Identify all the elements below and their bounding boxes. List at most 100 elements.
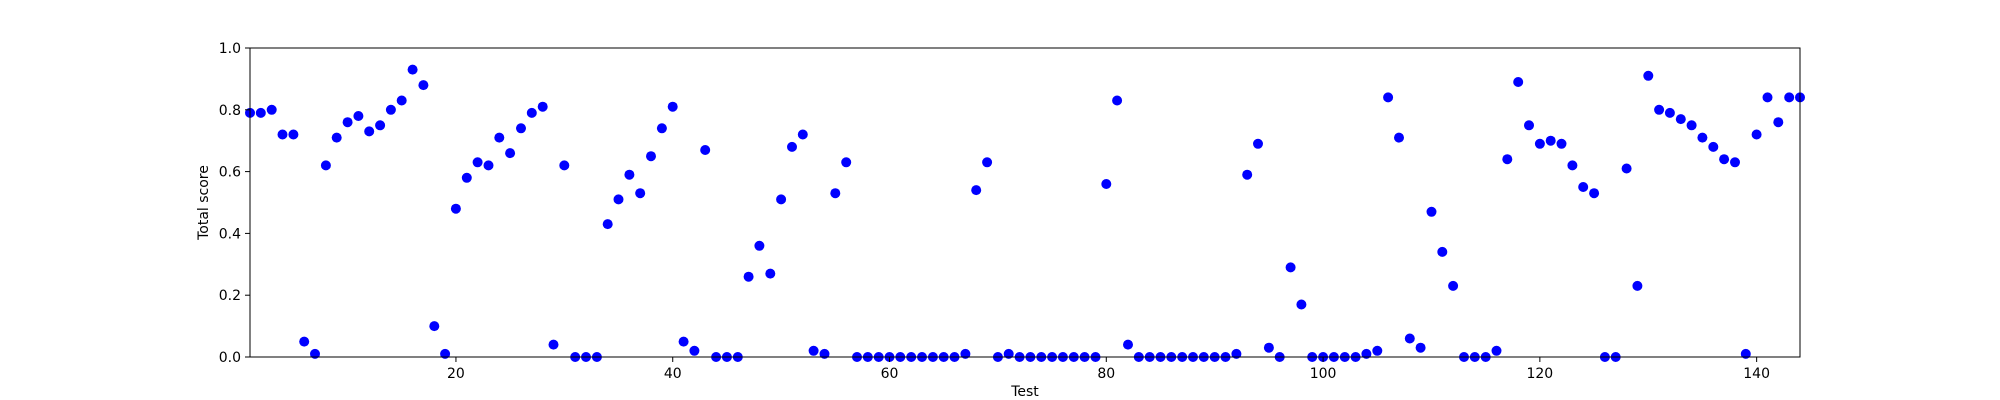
- data-point: [689, 345, 700, 356]
- data-point: [472, 157, 483, 168]
- data-point: [1621, 163, 1632, 174]
- data-point: [516, 123, 526, 134]
- data-point: [1578, 182, 1589, 192]
- data-point: [396, 95, 407, 106]
- data-point: [364, 126, 375, 137]
- data-point: [765, 268, 776, 279]
- data-point: [667, 101, 678, 112]
- x-tick-label: 40: [664, 366, 682, 382]
- x-tick-label: 80: [1097, 366, 1115, 382]
- data-point: [1253, 138, 1263, 149]
- data-point: [1654, 104, 1665, 115]
- data-point: [418, 80, 429, 91]
- data-point: [1404, 333, 1415, 344]
- x-axis-ticks: 20 40 60 80 100 120 140: [447, 357, 1770, 382]
- data-point: [960, 348, 971, 359]
- data-point: [1426, 206, 1437, 217]
- data-point: [299, 336, 310, 347]
- x-axis-label: Test: [1010, 384, 1039, 400]
- data-point: [255, 107, 266, 118]
- data-point: [1513, 77, 1524, 87]
- data-point: [494, 132, 505, 143]
- data-point: [483, 160, 494, 171]
- data-point: [407, 64, 418, 75]
- y-tick-label: 0.8: [219, 103, 241, 119]
- data-point: [342, 117, 353, 128]
- data-point: [613, 194, 624, 205]
- x-tick-label: 140: [1743, 366, 1770, 382]
- data-point: [537, 101, 548, 112]
- x-tick-label: 20: [447, 366, 465, 382]
- data-point: [1285, 262, 1296, 273]
- data-point: [841, 157, 852, 168]
- y-tick-label: 0.6: [219, 165, 241, 181]
- data-point: [266, 104, 277, 115]
- data-point: [1719, 154, 1730, 165]
- data-point: [776, 194, 787, 205]
- y-tick-label: 0.0: [219, 350, 241, 366]
- data-point: [1448, 280, 1459, 291]
- data-point: [1394, 132, 1404, 143]
- data-point: [288, 129, 299, 140]
- x-tick-label: 100: [1310, 366, 1337, 382]
- y-axis-label: Total score: [196, 165, 212, 241]
- data-point: [1664, 107, 1675, 118]
- data-point: [385, 104, 396, 115]
- data-point: [656, 123, 667, 134]
- data-point: [624, 169, 635, 180]
- data-point: [429, 321, 440, 332]
- data-points: [245, 64, 1805, 362]
- y-tick-label: 0.2: [219, 288, 241, 304]
- data-point: [559, 160, 570, 171]
- data-point: [450, 203, 461, 214]
- data-point: [1502, 154, 1513, 165]
- y-tick-label: 0.4: [219, 226, 241, 242]
- data-point: [1372, 345, 1383, 356]
- data-point: [819, 348, 830, 359]
- data-point: [320, 160, 331, 171]
- data-point: [830, 188, 841, 199]
- data-point: [602, 219, 613, 230]
- data-point: [1361, 348, 1372, 359]
- data-point: [1762, 92, 1773, 103]
- data-point: [1567, 160, 1578, 171]
- data-point: [743, 271, 754, 282]
- data-point: [787, 141, 797, 152]
- data-point: [971, 185, 982, 196]
- data-point: [1231, 348, 1242, 359]
- data-point: [982, 157, 993, 168]
- data-point: [754, 240, 765, 251]
- data-point: [1697, 132, 1708, 143]
- data-point: [1556, 138, 1567, 149]
- data-point: [353, 111, 364, 121]
- y-tick-label: 1.0: [219, 41, 241, 57]
- data-point: [1675, 114, 1686, 125]
- data-point: [1296, 299, 1307, 310]
- data-point: [1784, 92, 1795, 103]
- data-point: [1773, 117, 1784, 128]
- data-point: [1383, 92, 1394, 103]
- data-point: [1437, 246, 1448, 257]
- data-point: [440, 348, 451, 359]
- data-point: [1263, 342, 1274, 353]
- data-point: [1632, 280, 1643, 291]
- data-point: [1003, 348, 1014, 359]
- data-point: [797, 129, 808, 140]
- data-point: [1491, 345, 1502, 356]
- data-point: [310, 348, 320, 359]
- data-point: [1740, 348, 1751, 359]
- x-tick-label: 120: [1526, 366, 1553, 382]
- x-tick-label: 60: [881, 366, 899, 382]
- data-point: [678, 336, 689, 347]
- data-point: [461, 172, 472, 183]
- data-point: [331, 132, 342, 143]
- data-point: [1112, 95, 1123, 106]
- data-point: [1534, 138, 1545, 149]
- data-point: [1730, 157, 1740, 168]
- data-point: [646, 151, 656, 162]
- data-point: [375, 120, 386, 131]
- data-point: [1545, 135, 1556, 146]
- data-point: [1101, 179, 1112, 189]
- data-point: [1524, 120, 1534, 131]
